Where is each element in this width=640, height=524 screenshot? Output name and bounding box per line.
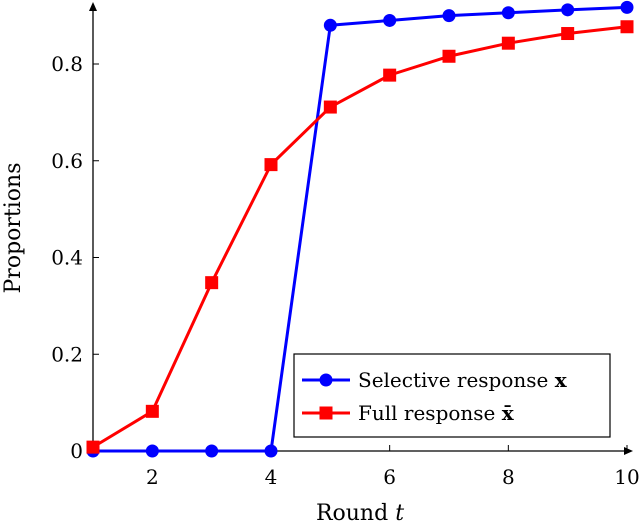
y-axis-label: Proportions — [1, 163, 26, 294]
x-tick-label: 2 — [146, 465, 159, 489]
tick-marks: 2 4 6 8 10 0 0.2 0.4 0.6 0.8 — [51, 52, 640, 489]
legend-label-selective: Selective response x — [358, 368, 568, 392]
series-line-selective — [93, 5, 628, 453]
data-point-full — [442, 49, 456, 63]
data-point-selective — [145, 444, 159, 458]
data-point-full — [323, 100, 337, 114]
x-tick-label: 6 — [383, 465, 396, 489]
data-point-full — [264, 158, 278, 172]
data-point-full — [561, 27, 575, 41]
data-point-selective — [323, 18, 337, 32]
legend-box — [293, 353, 611, 438]
x-axis-label: Round t — [316, 501, 404, 524]
data-point-full — [86, 440, 100, 454]
data-point-full — [501, 36, 515, 50]
legend-marker-full — [319, 406, 333, 420]
y-tick-label: 0.6 — [51, 149, 83, 173]
y-tick-label: 0 — [70, 439, 83, 463]
y-tick-label: 0.8 — [51, 52, 83, 76]
x-axis-arrow — [624, 447, 633, 455]
data-point-full — [620, 20, 634, 34]
data-point-selective — [561, 3, 575, 17]
data-point-selective — [205, 444, 219, 458]
y-tick-label: 0.2 — [51, 342, 83, 366]
data-point-selective — [442, 9, 456, 23]
y-tick-label: 0.4 — [51, 246, 83, 270]
legend-marker-selective — [319, 373, 333, 387]
series-line-full — [92, 25, 628, 449]
x-tick-label: 4 — [265, 465, 278, 489]
data-point-full — [205, 276, 219, 290]
x-tick-label: 8 — [502, 465, 515, 489]
data-point-selective — [264, 444, 278, 458]
data-point-selective — [383, 13, 397, 27]
y-axis-arrow — [89, 2, 97, 11]
data-point-selective — [620, 0, 634, 14]
data-point-full — [145, 404, 159, 418]
data-point-full — [383, 68, 397, 82]
data-point-selective — [501, 6, 515, 20]
series-layer — [86, 0, 634, 458]
x-tick-label: 10 — [614, 465, 639, 489]
legend-label-full: Full response x̄ — [358, 401, 515, 425]
legend: Selective response x Full response x̄ — [293, 353, 611, 438]
